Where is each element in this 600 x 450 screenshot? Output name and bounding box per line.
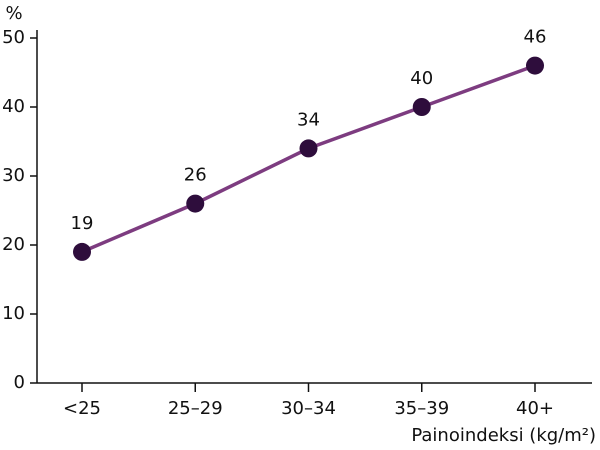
- y-tick-label: 10: [2, 303, 25, 324]
- x-tick-label: 30–34: [281, 398, 336, 419]
- y-tick-label: 0: [14, 372, 25, 393]
- y-tick-label: 50: [2, 27, 25, 48]
- x-tick-label: 25–29: [168, 398, 223, 419]
- y-axis-label: %: [5, 3, 22, 24]
- data-label: 26: [184, 165, 207, 186]
- marker: [412, 98, 431, 116]
- x-tick-label: <25: [63, 398, 101, 419]
- data-label: 40: [410, 68, 433, 89]
- line: [81, 63, 536, 254]
- y-tick-label: 30: [2, 165, 25, 186]
- marker: [186, 194, 205, 213]
- x-tick-label: 40+: [516, 398, 554, 419]
- x-tick-label: 35–39: [394, 398, 449, 419]
- data-label: 46: [524, 27, 547, 48]
- data-label: 19: [71, 213, 94, 234]
- x-axis-label: Painoindeksi (kg/m²): [411, 425, 596, 446]
- marker: [526, 56, 544, 75]
- marker: [299, 139, 318, 158]
- marker: [73, 242, 91, 261]
- y-tick-label: 40: [2, 96, 25, 117]
- y-tick-label: 20: [2, 234, 25, 255]
- data-label: 34: [297, 109, 320, 130]
